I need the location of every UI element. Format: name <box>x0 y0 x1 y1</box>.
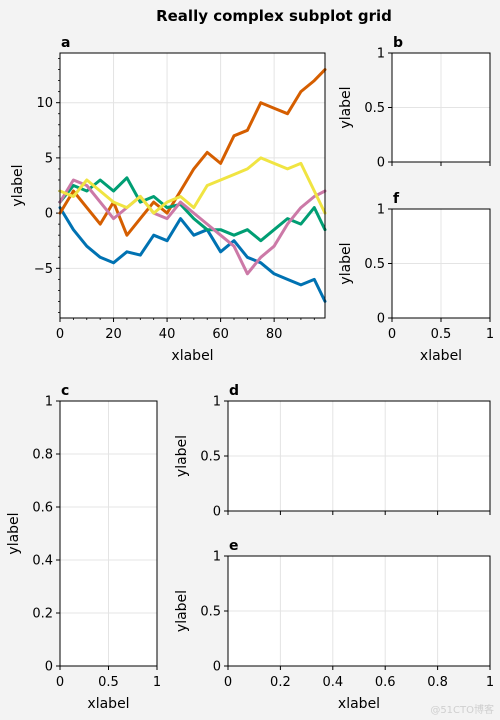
plot-border <box>391 52 491 163</box>
y-tick-label: 0.8 <box>32 448 53 463</box>
y-tick-label: −5 <box>34 262 53 277</box>
y-tick-label: 0 <box>213 505 221 520</box>
y-axis-label: ylabel <box>338 86 354 128</box>
y-tick-label: 1 <box>377 47 385 62</box>
x-tick-label: 20 <box>105 327 122 342</box>
series-line-1 <box>58 206 327 303</box>
plot-border <box>391 208 491 319</box>
series-line-5 <box>58 156 327 215</box>
y-axis-label: ylabel <box>174 435 190 477</box>
y-axis-label: ylabel <box>174 590 190 632</box>
y-tick-label: 0.4 <box>32 554 53 569</box>
x-tick-label: 1 <box>486 327 494 342</box>
watermark: @51CTO博客 <box>430 703 494 716</box>
x-tick-label: 0.4 <box>322 675 343 690</box>
x-tick-label: 40 <box>159 327 176 342</box>
y-tick-label: 0 <box>45 207 53 222</box>
x-axis-label: xlabel <box>420 348 462 364</box>
x-tick-label: 80 <box>266 327 283 342</box>
y-axis-label: ylabel <box>10 164 26 206</box>
x-axis-label: xlabel <box>338 696 380 712</box>
x-tick-label: 0 <box>388 327 396 342</box>
x-tick-label: 0.6 <box>375 675 396 690</box>
y-tick-label: 1 <box>45 395 53 410</box>
x-tick-label: 0.5 <box>98 675 119 690</box>
y-tick-label: 0.5 <box>200 450 221 465</box>
plot-border <box>227 400 491 512</box>
y-axis-label: ylabel <box>338 242 354 284</box>
x-tick-label: 0.8 <box>427 675 448 690</box>
x-tick-label: 60 <box>212 327 229 342</box>
y-tick-label: 0.6 <box>32 501 53 516</box>
x-tick-label: 0 <box>56 327 64 342</box>
panel-label: c <box>61 383 69 399</box>
x-tick-label: 1 <box>153 675 161 690</box>
y-tick-label: 1 <box>377 203 385 218</box>
panel-label: e <box>229 538 239 554</box>
x-tick-label: 0 <box>56 675 64 690</box>
y-tick-label: 1 <box>213 550 221 565</box>
y-axis-label: ylabel <box>6 512 22 554</box>
series-line-2 <box>58 68 327 237</box>
plot-border <box>227 555 491 667</box>
panel-b: 0 0.5 1b ylabel <box>338 35 491 171</box>
y-tick-label: 10 <box>36 96 53 111</box>
y-tick-label: 0.5 <box>364 257 385 272</box>
y-tick-label: 5 <box>45 151 53 166</box>
panel-d: 0 0.5 1d ylabel <box>174 383 491 520</box>
x-tick-label: 0.5 <box>431 327 452 342</box>
plot-border <box>59 400 158 667</box>
series-line-3 <box>58 176 327 243</box>
y-tick-label: 0 <box>213 660 221 675</box>
panel-label: a <box>61 35 70 51</box>
y-tick-label: 0.2 <box>32 607 53 622</box>
panel-a: −5 0 5 10 0 20 40 60 80 a xlabel ylabel <box>10 35 327 364</box>
figure-title: Really complex subplot grid <box>156 7 392 25</box>
plot-area <box>59 52 326 319</box>
y-tick-label: 1 <box>213 395 221 410</box>
panel-label: b <box>393 35 403 51</box>
panel-label: d <box>229 383 239 399</box>
y-tick-label: 0 <box>45 660 53 675</box>
x-tick-label: 0.2 <box>270 675 291 690</box>
series-line-4 <box>58 178 327 276</box>
y-tick-label: 0.5 <box>200 605 221 620</box>
y-tick-label: 0 <box>377 312 385 327</box>
panel-label: f <box>393 191 400 207</box>
y-tick-label: 0 <box>377 156 385 171</box>
x-axis-label: xlabel <box>171 348 213 364</box>
plot-border <box>59 52 326 319</box>
x-tick-label: 0 <box>224 675 232 690</box>
x-tick-label: 1 <box>486 675 494 690</box>
y-tick-label: 0.5 <box>364 101 385 116</box>
x-axis-label: xlabel <box>87 696 129 712</box>
